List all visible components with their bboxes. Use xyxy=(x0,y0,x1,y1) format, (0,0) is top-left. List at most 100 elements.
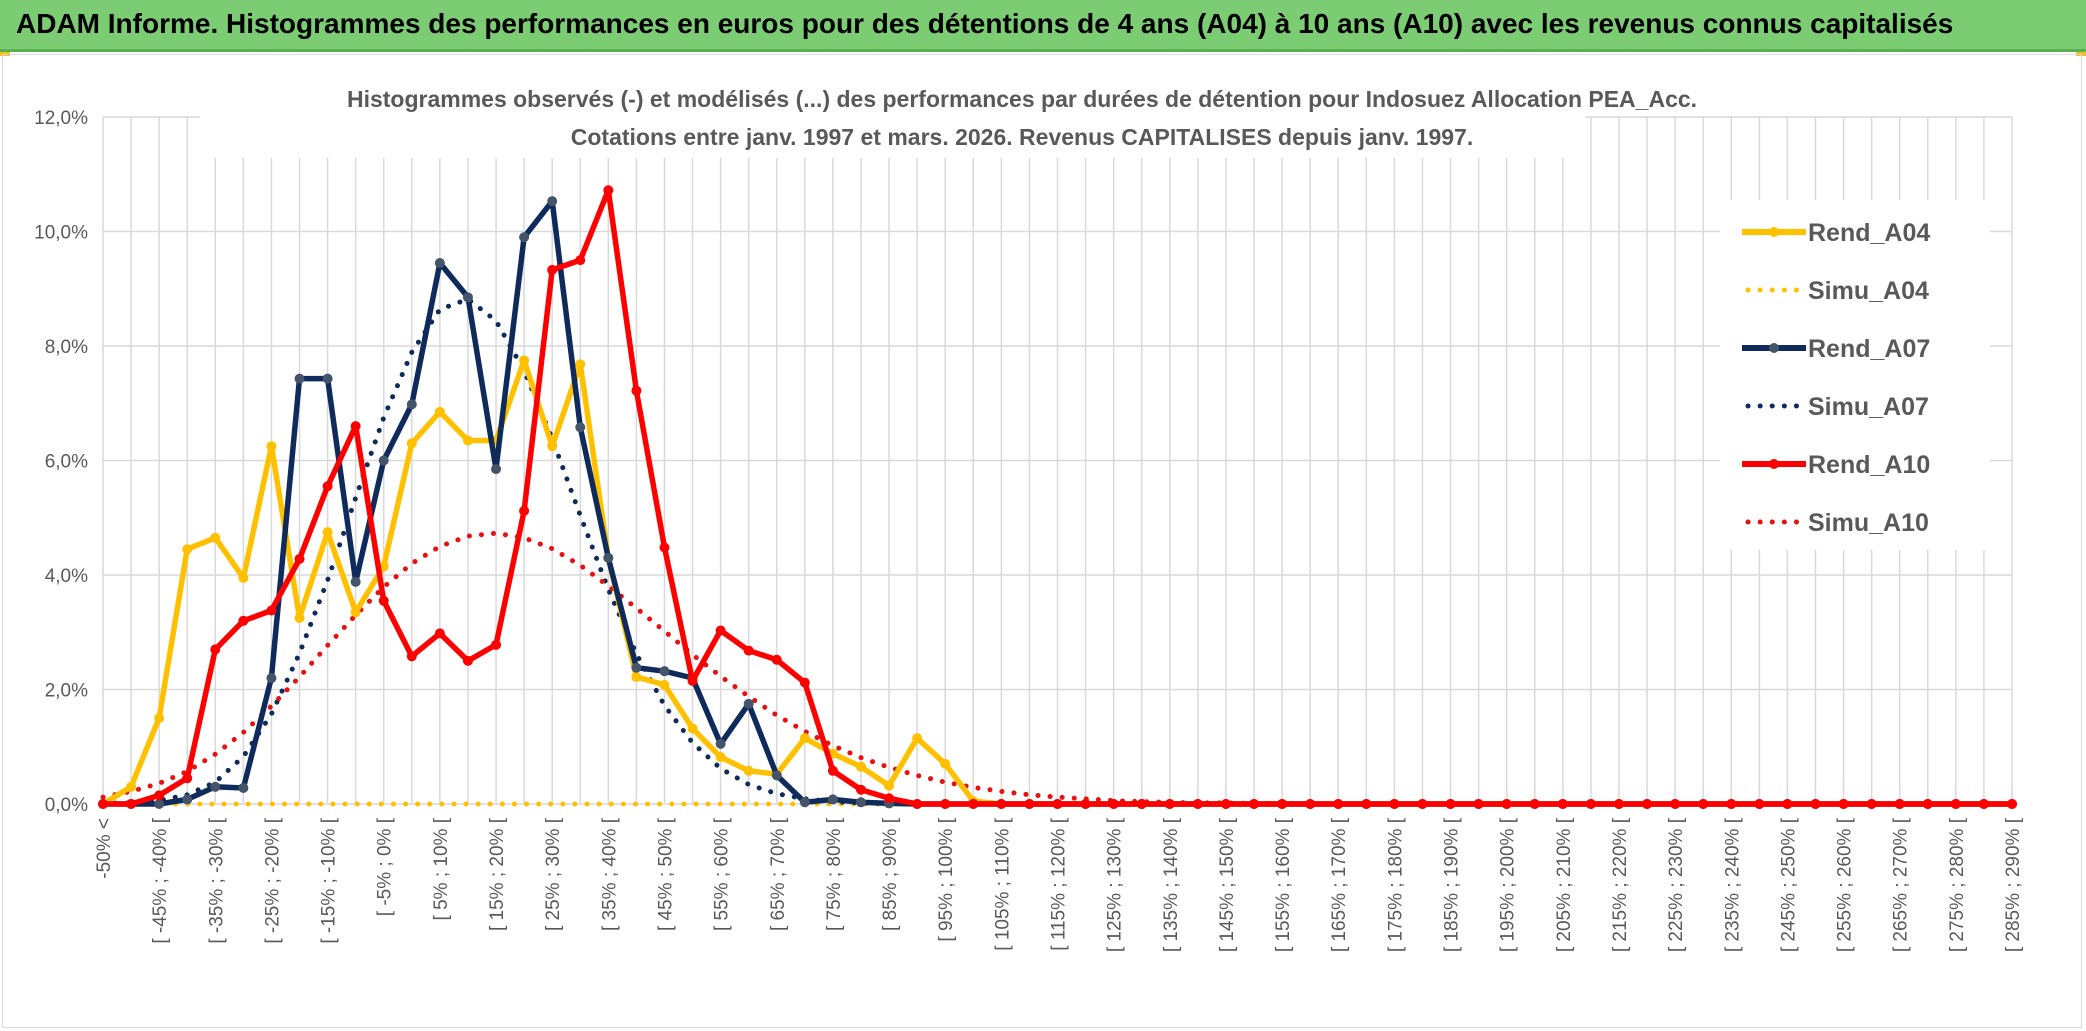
data-point-Rend_A07 xyxy=(659,666,670,677)
data-point-Rend_A10 xyxy=(1473,799,1484,809)
x-tick-label: [ 265% ; 270% [ xyxy=(1891,817,1912,952)
x-tick-label: [ 235% ; 240% [ xyxy=(1722,817,1743,952)
x-tick-label: [ 115% ; 120% [ xyxy=(1049,817,1070,950)
data-point-Rend_A10 xyxy=(1726,799,1737,809)
data-point-Rend_A10 xyxy=(1585,799,1596,809)
chart-title-group: Histogrammes observés (-) et modélisés (… xyxy=(200,78,1697,158)
data-point-Rend_A10 xyxy=(631,385,642,396)
data-point-Rend_A04 xyxy=(322,527,333,538)
data-point-Rend_A07 xyxy=(855,797,866,808)
legend-label: Rend_A04 xyxy=(1808,219,1930,247)
data-point-Rend_A04 xyxy=(687,723,698,734)
data-point-Rend_A10 xyxy=(210,644,221,655)
legend-item-Simu_A04: Simu_A04 xyxy=(1745,277,1929,305)
x-tick-label: [ 165% ; 170% [ xyxy=(1329,817,1350,952)
legend-item-Simu_A10: Simu_A10 xyxy=(1745,509,1929,537)
x-tick-label: [ 195% ; 200% [ xyxy=(1498,817,1519,952)
x-tick-label: [ 245% ; 250% [ xyxy=(1778,817,1799,952)
data-point-Rend_A07 xyxy=(603,552,614,563)
data-point-Rend_A10 xyxy=(1361,799,1372,809)
legend-item-Rend_A04: Rend_A04 xyxy=(1742,219,1930,247)
data-point-Rend_A10 xyxy=(715,625,726,636)
legend-marker xyxy=(1769,227,1779,237)
x-tick-label: [ -25% ; -20% [ xyxy=(262,817,283,943)
chart-frame xyxy=(2,54,2082,1028)
data-point-Rend_A04 xyxy=(799,733,810,744)
data-point-Rend_A07 xyxy=(575,422,586,433)
x-tick-label: [ 175% ; 180% [ xyxy=(1385,817,1406,952)
chart-title-background xyxy=(200,78,1585,158)
data-point-Rend_A10 xyxy=(1501,799,1512,809)
data-point-Rend_A10 xyxy=(434,628,445,639)
data-point-Rend_A10 xyxy=(1024,799,1035,809)
data-point-Rend_A07 xyxy=(491,464,502,475)
data-point-Rend_A04 xyxy=(266,441,277,452)
x-tick-label: [ 85% ; 90% [ xyxy=(880,817,901,931)
x-tick-label: [ 25% ; 30% [ xyxy=(543,817,564,931)
data-point-Rend_A04 xyxy=(855,761,866,772)
y-tick-label: 6,0% xyxy=(45,452,88,473)
x-axis-tick-labels: -50% < [ -45% ; -40% [[ -35% ; -30% [[ -2… xyxy=(94,817,2024,952)
data-point-Rend_A07 xyxy=(210,781,221,792)
data-point-Rend_A10 xyxy=(1754,799,1765,809)
data-point-Rend_A10 xyxy=(1192,799,1203,809)
data-point-Rend_A04 xyxy=(350,607,361,618)
data-point-Rend_A04 xyxy=(238,572,249,583)
data-point-Rend_A10 xyxy=(1080,799,1091,809)
data-point-Rend_A07 xyxy=(294,373,305,384)
legend-marker xyxy=(1769,343,1779,353)
data-point-Rend_A04 xyxy=(575,359,586,370)
legend-label: Simu_A04 xyxy=(1808,277,1929,305)
data-point-Rend_A04 xyxy=(182,544,193,555)
data-point-Rend_A10 xyxy=(1136,799,1147,809)
data-point-Rend_A10 xyxy=(266,605,277,616)
data-point-Rend_A10 xyxy=(182,773,193,784)
legend-item-Rend_A10: Rend_A10 xyxy=(1742,451,1930,479)
y-tick-label: 12,0% xyxy=(34,108,88,129)
x-tick-label: [ 135% ; 140% [ xyxy=(1161,817,1182,952)
data-point-Rend_A04 xyxy=(631,671,642,682)
data-point-Rend_A10 xyxy=(912,799,923,809)
data-point-Rend_A10 xyxy=(378,595,389,606)
legend-label: Simu_A07 xyxy=(1808,393,1929,421)
data-point-Rend_A07 xyxy=(771,770,782,781)
y-tick-label: 0,0% xyxy=(45,795,88,816)
data-point-Rend_A04 xyxy=(406,438,417,449)
data-point-Rend_A10 xyxy=(603,185,614,196)
x-tick-label: [ 45% ; 50% [ xyxy=(655,817,676,931)
x-tick-label: [ 105% ; 110% [ xyxy=(992,817,1013,950)
legend-item-Simu_A07: Simu_A07 xyxy=(1745,393,1929,421)
x-tick-label: [ 145% ; 150% [ xyxy=(1217,817,1238,952)
data-point-Rend_A04 xyxy=(912,733,923,744)
data-point-Rend_A04 xyxy=(659,679,670,690)
data-point-Rend_A04 xyxy=(210,532,221,543)
data-point-Rend_A04 xyxy=(547,441,558,452)
y-tick-label: 2,0% xyxy=(45,681,88,702)
data-point-Rend_A10 xyxy=(771,654,782,665)
data-point-Rend_A10 xyxy=(238,615,249,626)
data-point-Rend_A10 xyxy=(154,790,165,801)
data-point-Rend_A04 xyxy=(519,355,530,366)
x-tick-label: [ 55% ; 60% [ xyxy=(712,817,733,931)
data-point-Rend_A10 xyxy=(1810,799,1821,809)
data-point-Rend_A07 xyxy=(350,576,361,587)
x-tick-label: [ -15% ; -10% [ xyxy=(319,817,340,943)
data-point-Rend_A10 xyxy=(1642,799,1653,809)
y-tick-label: 8,0% xyxy=(45,337,88,358)
y-axis-tick-labels: 0,0% 2,0% 4,0% 6,0% 8,0% 10,0% 12,0% xyxy=(34,108,88,816)
data-point-Rend_A07 xyxy=(434,257,445,268)
data-point-Rend_A10 xyxy=(1866,799,1877,809)
x-tick-label: [ -5% ; 0% [ xyxy=(375,817,396,916)
data-point-Rend_A10 xyxy=(855,784,866,795)
x-tick-label: [ 95% ; 100% [ xyxy=(936,817,957,941)
chart-legend: Rend_A04 Simu_A04 Rend_A07 Simu_A07 Rend_A10… xyxy=(1720,200,1990,550)
legend-marker xyxy=(1769,459,1779,469)
x-tick-label: [ 275% ; 280% [ xyxy=(1947,817,1968,952)
x-tick-label: [ 285% ; 290% [ xyxy=(2003,817,2024,952)
report-banner: ADAM Informe. Histogrammes des performan… xyxy=(0,0,2086,52)
data-point-Rend_A04 xyxy=(884,780,895,791)
data-point-Rend_A10 xyxy=(1978,799,1989,809)
chart-subtitle: Cotations entre janv. 1997 et mars. 2026… xyxy=(571,124,1473,150)
data-point-Rend_A10 xyxy=(827,765,838,776)
